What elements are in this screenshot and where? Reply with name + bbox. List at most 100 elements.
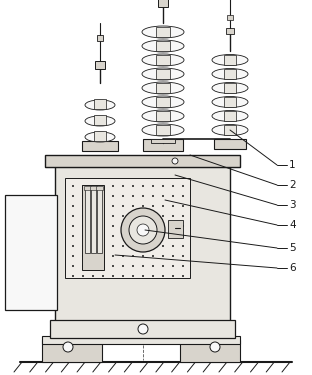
Circle shape — [122, 255, 124, 257]
Circle shape — [132, 205, 134, 207]
Ellipse shape — [212, 82, 248, 93]
Ellipse shape — [85, 132, 115, 142]
Bar — [180, 340, 240, 362]
Circle shape — [122, 195, 124, 197]
Circle shape — [102, 185, 104, 187]
Circle shape — [122, 265, 124, 267]
Circle shape — [63, 342, 73, 352]
Circle shape — [92, 255, 94, 257]
Bar — [84, 186, 91, 190]
Circle shape — [112, 205, 114, 207]
Ellipse shape — [85, 116, 115, 126]
Circle shape — [92, 265, 94, 267]
Bar — [227, 15, 233, 20]
Ellipse shape — [142, 26, 184, 38]
Ellipse shape — [142, 54, 184, 66]
Bar — [94, 115, 106, 125]
Circle shape — [162, 225, 164, 227]
Circle shape — [72, 245, 74, 247]
Circle shape — [92, 185, 94, 187]
Bar — [42, 340, 102, 362]
Circle shape — [162, 205, 164, 207]
Bar — [97, 188, 102, 253]
Circle shape — [182, 255, 184, 257]
Circle shape — [102, 235, 104, 237]
Circle shape — [82, 235, 84, 237]
Ellipse shape — [142, 110, 184, 122]
Circle shape — [152, 225, 154, 227]
Circle shape — [162, 195, 164, 197]
Circle shape — [112, 195, 114, 197]
Circle shape — [172, 265, 174, 267]
Circle shape — [182, 195, 184, 197]
Bar — [156, 125, 170, 135]
Circle shape — [122, 215, 124, 217]
Circle shape — [132, 195, 134, 197]
Ellipse shape — [85, 100, 115, 110]
Circle shape — [132, 235, 134, 237]
Circle shape — [152, 215, 154, 217]
Circle shape — [152, 195, 154, 197]
Circle shape — [152, 255, 154, 257]
Circle shape — [82, 225, 84, 227]
Circle shape — [182, 225, 184, 227]
Text: 3: 3 — [289, 200, 296, 210]
Circle shape — [162, 215, 164, 217]
Circle shape — [112, 225, 114, 227]
Bar — [82, 141, 118, 151]
Circle shape — [132, 275, 134, 277]
Circle shape — [172, 225, 174, 227]
Circle shape — [142, 185, 144, 187]
Circle shape — [162, 235, 164, 237]
Ellipse shape — [212, 124, 248, 135]
Circle shape — [72, 195, 74, 197]
Text: 2: 2 — [289, 180, 296, 190]
Ellipse shape — [142, 40, 184, 52]
Circle shape — [142, 265, 144, 267]
Bar — [224, 55, 236, 65]
Circle shape — [138, 324, 148, 334]
Bar — [55, 165, 230, 321]
Text: 1: 1 — [289, 160, 296, 170]
Circle shape — [182, 265, 184, 267]
Circle shape — [210, 342, 220, 352]
Circle shape — [162, 275, 164, 277]
Circle shape — [102, 205, 104, 207]
Circle shape — [102, 225, 104, 227]
Circle shape — [82, 275, 84, 277]
Circle shape — [92, 215, 94, 217]
Circle shape — [182, 275, 184, 277]
Circle shape — [92, 235, 94, 237]
Bar — [94, 99, 106, 109]
Bar — [224, 125, 236, 135]
Circle shape — [82, 215, 84, 217]
Circle shape — [122, 275, 124, 277]
Circle shape — [72, 275, 74, 277]
Circle shape — [72, 235, 74, 237]
Bar — [94, 131, 106, 141]
Bar — [42, 336, 240, 344]
Circle shape — [182, 185, 184, 187]
Circle shape — [82, 185, 84, 187]
Ellipse shape — [212, 111, 248, 122]
Circle shape — [142, 275, 144, 277]
Circle shape — [112, 215, 114, 217]
Bar — [90, 186, 97, 190]
Circle shape — [92, 205, 94, 207]
Bar — [97, 35, 103, 41]
Circle shape — [172, 195, 174, 197]
Bar — [156, 97, 170, 107]
Circle shape — [72, 215, 74, 217]
Bar — [224, 83, 236, 93]
Circle shape — [182, 235, 184, 237]
Circle shape — [182, 215, 184, 217]
Circle shape — [162, 255, 164, 257]
Circle shape — [82, 265, 84, 267]
Circle shape — [142, 235, 144, 237]
Circle shape — [112, 185, 114, 187]
Bar — [96, 186, 103, 190]
Bar — [226, 28, 234, 34]
Circle shape — [162, 265, 164, 267]
Circle shape — [82, 245, 84, 247]
Circle shape — [142, 215, 144, 217]
